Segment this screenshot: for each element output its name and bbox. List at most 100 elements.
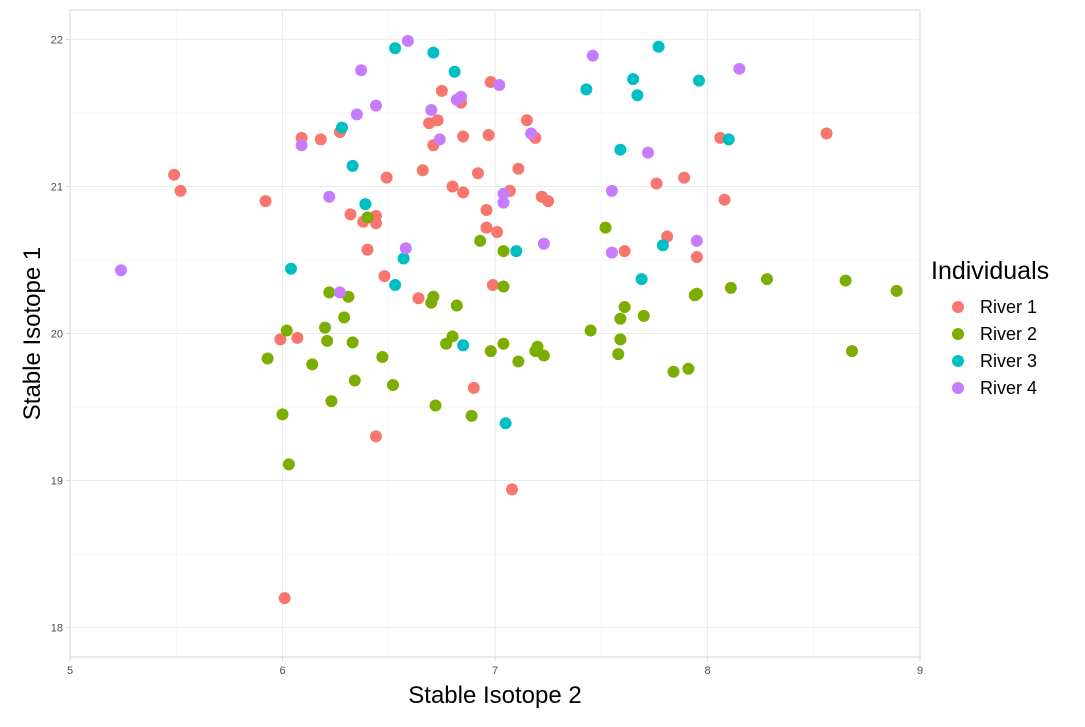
data-point-river-1	[259, 195, 272, 208]
data-point-river-1	[467, 381, 480, 394]
data-point-river-1	[480, 221, 493, 234]
data-point-river-4	[370, 99, 382, 112]
y-tick-label: 20	[51, 329, 63, 341]
data-point-river-2	[690, 287, 703, 300]
y-axis-title: Stable Isotope 1	[19, 247, 46, 420]
data-point-river-4	[537, 237, 550, 250]
legend: Individuals River 1 River 2 River 3 River 4	[931, 257, 1049, 398]
data-point-river-2	[682, 362, 695, 375]
data-point-river-3	[336, 121, 348, 134]
data-point-river-3	[614, 143, 627, 156]
data-point-river-2	[276, 408, 289, 421]
data-point-river-3	[722, 133, 735, 146]
data-point-river-2	[450, 299, 463, 312]
data-point-river-2	[323, 286, 336, 299]
data-point-river-2	[338, 311, 351, 324]
data-point-river-1	[678, 171, 691, 184]
legend-label-river-1: River 1	[980, 297, 1037, 317]
data-point-river-1	[480, 203, 493, 216]
data-point-river-2	[306, 358, 319, 371]
data-point-river-3	[510, 245, 523, 258]
data-point-river-1	[457, 130, 470, 143]
data-point-river-1	[718, 193, 731, 206]
data-point-river-1	[431, 114, 444, 127]
x-tick-label: 8	[704, 665, 710, 677]
data-point-river-4	[323, 190, 336, 203]
data-point-river-4	[455, 90, 467, 103]
data-point-river-4	[350, 108, 363, 121]
data-point-river-2	[612, 348, 625, 361]
data-point-river-3	[359, 198, 372, 211]
data-point-river-4	[586, 49, 599, 62]
data-point-river-3	[448, 65, 461, 78]
data-point-river-1	[416, 164, 429, 177]
data-point-river-3	[499, 417, 512, 430]
data-point-river-1	[370, 430, 382, 443]
data-point-river-4	[425, 103, 438, 116]
data-point-river-1	[472, 167, 484, 180]
data-point-river-1	[435, 84, 448, 97]
data-point-river-1	[491, 226, 504, 239]
data-point-river-1	[482, 128, 495, 141]
data-point-river-3	[580, 83, 593, 96]
data-point-river-3	[389, 42, 402, 55]
legend-title: Individuals	[931, 257, 1049, 285]
legend-label-river-3: River 3	[980, 351, 1037, 371]
data-point-river-3	[635, 273, 648, 286]
data-point-river-4	[733, 62, 746, 75]
data-point-river-2	[348, 374, 361, 387]
data-point-river-4	[295, 139, 308, 152]
x-tick-label: 7	[492, 665, 498, 677]
data-point-river-3	[652, 40, 665, 53]
data-point-river-4	[497, 187, 510, 200]
data-point-river-2	[446, 330, 459, 343]
data-point-river-3	[427, 46, 440, 59]
data-point-river-1	[446, 180, 459, 193]
data-point-river-3	[656, 239, 669, 252]
data-point-river-2	[319, 321, 331, 334]
data-point-river-1	[174, 184, 187, 197]
y-tick-label: 19	[51, 476, 63, 488]
data-point-river-3	[397, 252, 410, 265]
data-point-river-2	[387, 378, 399, 391]
data-point-river-3	[627, 73, 640, 86]
data-point-river-3	[346, 159, 359, 172]
x-tick-label: 6	[279, 665, 285, 677]
data-point-river-2	[584, 324, 597, 337]
data-point-river-2	[427, 290, 440, 303]
data-point-river-1	[370, 217, 382, 230]
y-tick-label: 21	[51, 181, 63, 193]
data-point-river-3	[389, 278, 402, 291]
data-point-river-2	[429, 399, 442, 412]
data-point-river-2	[761, 273, 773, 286]
data-point-river-1	[650, 177, 663, 190]
data-point-river-3	[631, 89, 644, 102]
data-point-river-1	[512, 162, 525, 175]
data-point-river-2	[531, 340, 544, 353]
data-point-river-4	[115, 264, 127, 277]
data-point-river-2	[846, 345, 858, 358]
data-point-river-4	[433, 133, 446, 146]
data-point-river-2	[361, 211, 374, 224]
data-point-river-3	[693, 74, 705, 87]
data-point-river-1	[506, 483, 518, 496]
data-point-river-4	[690, 234, 703, 247]
data-point-river-2	[465, 409, 478, 422]
data-point-river-2	[280, 324, 293, 337]
y-tick-label: 18	[51, 623, 63, 635]
data-point-river-2	[497, 337, 510, 350]
data-point-river-2	[474, 234, 487, 247]
data-point-river-1	[278, 592, 291, 605]
data-point-river-1	[314, 133, 327, 146]
data-point-river-4	[497, 196, 510, 209]
data-point-river-2	[497, 280, 510, 293]
data-point-river-2	[614, 312, 627, 325]
data-point-river-2	[512, 355, 525, 368]
data-point-river-2	[321, 334, 334, 347]
data-point-river-4	[355, 64, 368, 77]
data-point-river-1	[457, 186, 470, 199]
legend-key-river-4	[952, 382, 964, 394]
data-point-river-1	[542, 195, 555, 208]
legend-key-river-1	[952, 301, 964, 313]
